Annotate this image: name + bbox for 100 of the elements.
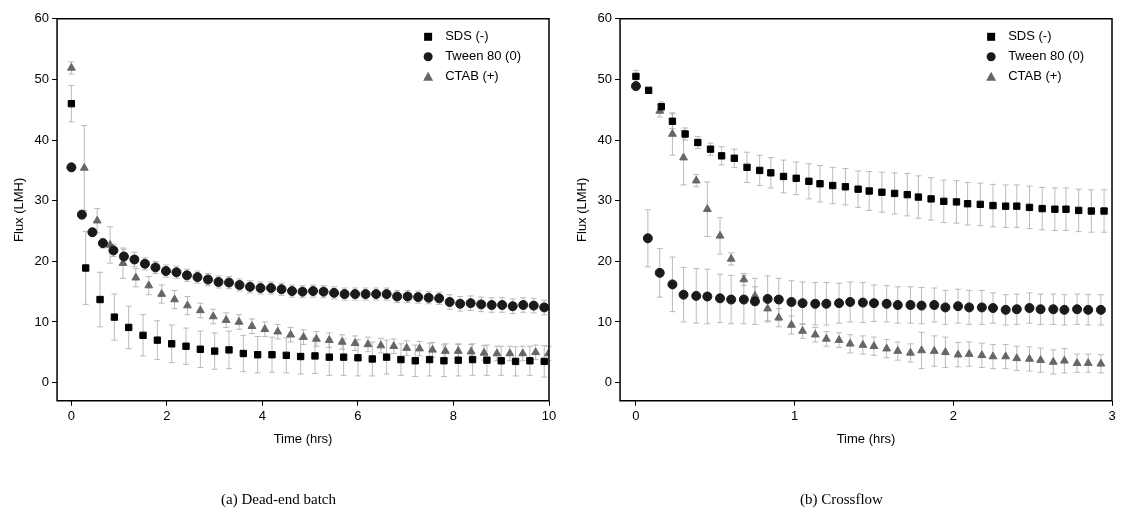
x-axis-title: Time (hrs) — [273, 430, 333, 446]
point — [792, 174, 800, 182]
point — [296, 352, 305, 361]
point — [492, 348, 502, 357]
x-tick-label: 3 — [1108, 408, 1116, 424]
point — [865, 187, 873, 195]
point — [963, 200, 972, 208]
point — [857, 297, 868, 308]
point — [1096, 358, 1106, 367]
point — [131, 272, 141, 281]
point — [273, 326, 283, 335]
point — [376, 340, 386, 349]
point — [940, 347, 950, 356]
point — [854, 185, 862, 193]
point — [1074, 206, 1083, 215]
point — [110, 313, 119, 321]
point — [678, 289, 689, 300]
point — [440, 346, 450, 354]
point — [821, 298, 832, 309]
point — [858, 340, 868, 348]
point — [717, 152, 726, 160]
point — [668, 117, 677, 125]
point — [1051, 205, 1059, 213]
point — [679, 152, 688, 161]
point — [841, 183, 850, 191]
point — [196, 345, 205, 353]
point — [1072, 304, 1083, 315]
point — [691, 175, 701, 184]
point — [810, 329, 820, 338]
x-tick-label: 2 — [949, 408, 957, 424]
point — [453, 346, 463, 354]
point — [890, 189, 899, 198]
point — [691, 290, 702, 301]
x-tick-label: 8 — [449, 408, 458, 424]
point — [170, 294, 179, 303]
point — [893, 346, 903, 354]
point — [964, 302, 975, 313]
point — [157, 289, 167, 297]
point — [1025, 203, 1034, 212]
point — [253, 351, 262, 359]
point — [787, 320, 796, 328]
point — [1025, 353, 1034, 362]
point — [1059, 304, 1070, 315]
x-tick-label: 6 — [354, 408, 362, 424]
x-tick-label: 10 — [541, 408, 557, 424]
point — [1035, 304, 1046, 315]
point — [350, 338, 360, 346]
point — [1048, 356, 1058, 365]
point — [798, 326, 807, 334]
point — [325, 353, 333, 361]
point — [914, 193, 923, 201]
point — [368, 355, 376, 363]
point — [774, 312, 784, 321]
point — [540, 357, 548, 366]
point — [411, 357, 419, 365]
point — [834, 298, 845, 309]
y-axis-title: Flux (LMH) — [11, 177, 27, 242]
point — [1036, 355, 1045, 363]
point — [531, 347, 541, 356]
point — [282, 351, 290, 360]
point — [1024, 303, 1035, 314]
point — [425, 355, 434, 364]
point — [763, 303, 773, 312]
point — [929, 300, 940, 310]
x-tick-label: 0 — [632, 408, 640, 424]
point — [260, 324, 270, 332]
point — [630, 81, 641, 92]
point — [881, 298, 892, 309]
point — [234, 316, 244, 325]
point — [382, 353, 391, 361]
y-tick-label: 30 — [34, 192, 50, 208]
y-tick-label: 10 — [34, 313, 50, 329]
point — [195, 305, 205, 314]
point — [845, 338, 855, 347]
point — [726, 253, 736, 262]
point — [518, 348, 528, 357]
y-tick-label: 50 — [597, 71, 613, 87]
point — [916, 300, 927, 311]
point — [402, 343, 412, 351]
point — [1083, 304, 1094, 315]
point — [940, 197, 948, 205]
point — [1000, 304, 1011, 315]
point — [397, 355, 405, 364]
point — [1013, 202, 1021, 210]
point — [797, 298, 808, 309]
point — [773, 294, 784, 305]
point — [311, 352, 319, 360]
y-tick-label: 20 — [597, 252, 613, 268]
point — [428, 344, 437, 353]
point — [929, 346, 939, 354]
point — [905, 300, 916, 310]
point — [642, 233, 653, 244]
point — [977, 350, 987, 359]
point — [183, 300, 192, 309]
point — [389, 341, 399, 349]
point — [878, 188, 886, 196]
point — [466, 346, 476, 355]
point — [497, 357, 505, 365]
point — [1100, 207, 1108, 215]
y-tick-label: 60 — [34, 10, 50, 26]
